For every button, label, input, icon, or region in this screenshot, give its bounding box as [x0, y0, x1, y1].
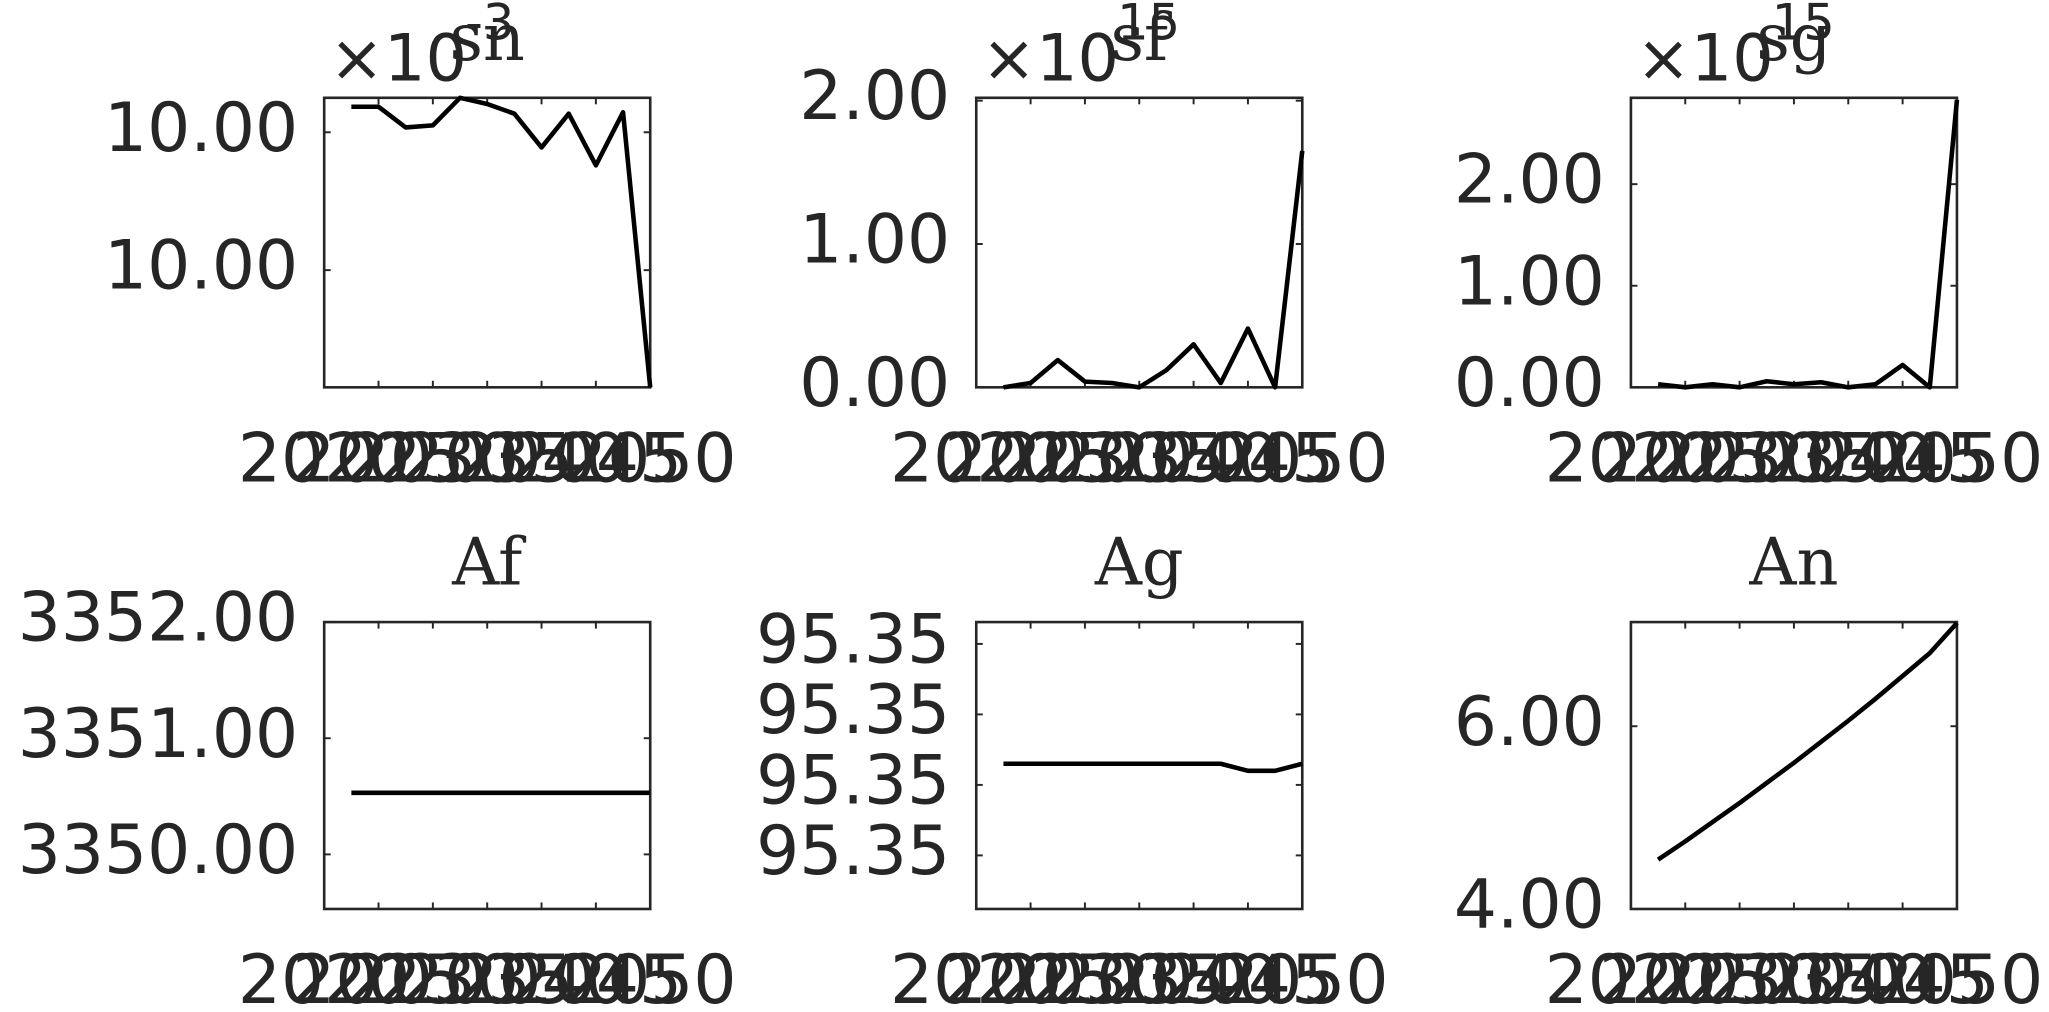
- x-tick-label: 2050: [1871, 940, 2044, 1012]
- y-tick-label: 1.00: [799, 200, 950, 279]
- x-tick-label: 2035: [1708, 940, 1881, 1012]
- subplot-title: sn: [449, 0, 524, 76]
- x-tick-label: 2050: [1216, 940, 1389, 1012]
- x-tick-label: 2035: [1053, 419, 1226, 498]
- exponent-base: ×10: [981, 21, 1119, 97]
- exponent-base: ×10: [329, 21, 467, 97]
- y-tick-label: 95.35: [756, 811, 950, 890]
- x-tick-label: 2030: [1653, 419, 1826, 498]
- y-tick-label: 2.00: [799, 56, 950, 135]
- x-tick-label: 2025: [292, 419, 465, 498]
- x-tick-label: 2025: [944, 419, 1117, 498]
- y-tick-label: 10.00: [104, 226, 298, 305]
- subplot-title: sf: [1110, 0, 1172, 76]
- x-tick-label: 2030: [347, 940, 520, 1012]
- x-tick-label: 2035: [401, 940, 574, 1012]
- x-tick-label: 2035: [1708, 419, 1881, 498]
- x-tick-label: 2045: [510, 940, 683, 1012]
- x-tick-label: 2045: [1162, 940, 1335, 1012]
- x-tick-label: 2020: [1545, 419, 1718, 498]
- x-tick-label: 2050: [564, 419, 737, 498]
- exponent: 15: [1772, 0, 1835, 52]
- subplot-title: An: [1748, 524, 1838, 600]
- exponent: 15: [1117, 0, 1180, 52]
- y-tick-label: 95.35: [756, 599, 950, 678]
- x-tick-label: 2040: [1107, 419, 1280, 498]
- x-tick-label: 2020: [238, 419, 411, 498]
- y-tick-label: 95.35: [756, 740, 950, 819]
- y-tick-label: 0.00: [1454, 343, 1605, 422]
- x-tick-label: 2025: [1599, 419, 1772, 498]
- x-tick-label: 2025: [944, 940, 1117, 1012]
- y-tick-label: 6.00: [1454, 682, 1605, 761]
- exponent: -3: [465, 0, 514, 52]
- y-tick-label: 2.00: [1454, 140, 1605, 219]
- subplot-title: Ag: [1094, 524, 1184, 600]
- x-tick-label: 2040: [1762, 940, 1935, 1012]
- axes-box: [322, 620, 652, 911]
- y-tick-label: 0.00: [799, 343, 950, 422]
- x-tick-label: 2040: [1762, 419, 1935, 498]
- x-tick-label: 2020: [1545, 940, 1718, 1012]
- y-tick-label: 1.00: [1454, 241, 1605, 320]
- data-line: [1003, 150, 1305, 390]
- x-tick-label: 2040: [455, 419, 628, 498]
- x-tick-label: 2035: [1053, 940, 1226, 1012]
- x-tick-label: 2050: [1871, 419, 2044, 498]
- data-line: [1656, 621, 1959, 862]
- x-tick-label: 2045: [1816, 940, 1989, 1012]
- x-tick-label: 2050: [564, 940, 737, 1012]
- x-tick-label: 2045: [1816, 419, 1989, 498]
- data-line: [1003, 761, 1303, 774]
- x-tick-label: 2030: [999, 940, 1172, 1012]
- x-tick-label: 2030: [999, 419, 1172, 498]
- exponent-base: ×10: [1636, 21, 1774, 97]
- x-tick-label: 2025: [1599, 940, 1772, 1012]
- x-tick-label: 2020: [238, 940, 411, 1012]
- axes-box: [322, 96, 652, 389]
- x-tick-label: 2020: [890, 940, 1063, 1012]
- x-tick-label: 2030: [347, 419, 520, 498]
- y-tick-label: 3351.00: [18, 694, 298, 773]
- subplot-title: Af: [451, 524, 527, 600]
- x-tick-label: 2050: [1216, 419, 1389, 498]
- data-line: [1657, 99, 1960, 390]
- x-tick-label: 2045: [1162, 419, 1335, 498]
- x-tick-label: 2030: [1653, 940, 1826, 1012]
- x-tick-label: 2040: [455, 940, 628, 1012]
- x-tick-label: 2045: [510, 419, 683, 498]
- x-tick-label: 2040: [1107, 940, 1280, 1012]
- axes-box: [1629, 96, 1959, 389]
- data-line: [351, 95, 653, 388]
- x-tick-label: 2025: [292, 940, 465, 1012]
- y-tick-label: 4.00: [1454, 865, 1605, 944]
- subplot-title: sg: [1756, 0, 1831, 76]
- y-tick-label: 3350.00: [18, 810, 298, 889]
- x-tick-label: 2020: [890, 419, 1063, 498]
- y-tick-label: 3352.00: [18, 578, 298, 657]
- y-tick-label: 95.35: [756, 670, 950, 749]
- x-tick-label: 2035: [401, 419, 574, 498]
- y-tick-label: 10.00: [104, 88, 298, 167]
